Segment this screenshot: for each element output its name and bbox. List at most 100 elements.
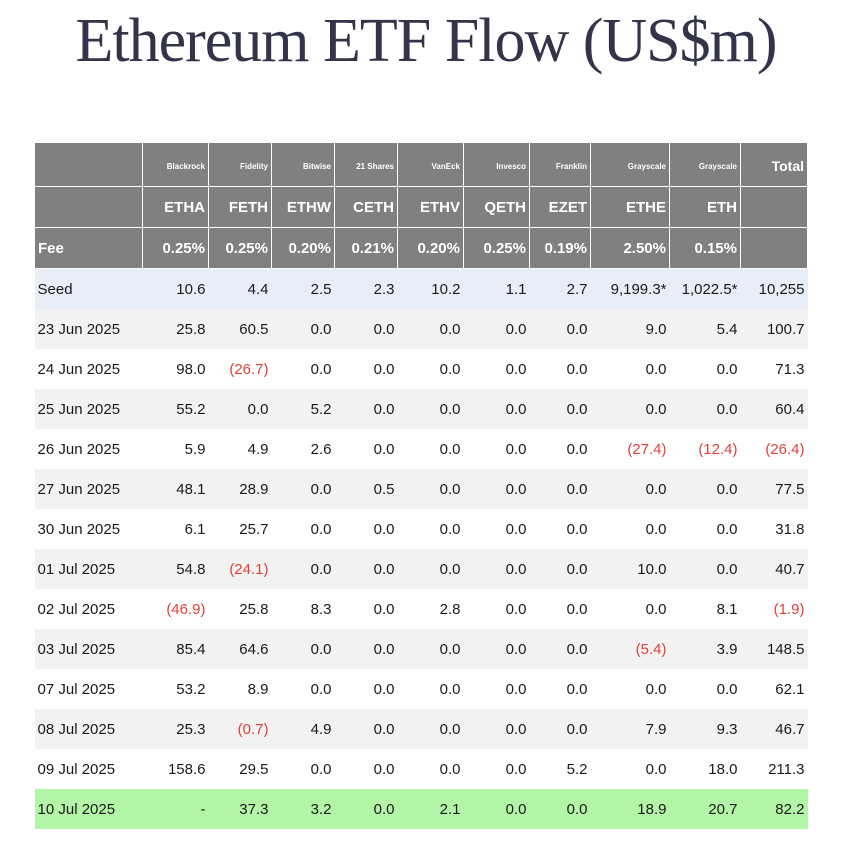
flow-cell: 0.0 [271, 549, 335, 589]
issuer-header: Blackrock [142, 142, 209, 187]
flow-cell: 0.0 [669, 669, 741, 709]
flow-cell: 6.1 [142, 509, 209, 549]
flow-cell: 0.0 [397, 709, 464, 749]
total-header: Total [740, 142, 808, 187]
flow-cell: 0.0 [669, 549, 741, 589]
flow-cell: 0.0 [397, 509, 464, 549]
flow-cell: 5.2 [271, 389, 335, 429]
flow-cell: 0.0 [334, 509, 398, 549]
flow-cell: 2.3 [334, 268, 398, 309]
flow-cell: 3.9 [669, 629, 741, 669]
flow-cell: 48.1 [142, 469, 209, 509]
total-cell: 40.7 [740, 549, 808, 589]
flow-cell: 0.0 [271, 469, 335, 509]
flow-cell: 3.2 [271, 789, 335, 829]
flow-cell: 1,022.5* [669, 268, 741, 309]
flow-cell: 60.5 [208, 309, 272, 349]
flow-cell: 0.0 [271, 669, 335, 709]
flow-cell: 0.0 [463, 709, 530, 749]
flow-cell: 0.0 [397, 749, 464, 789]
row-date: 27 Jun 2025 [34, 469, 143, 509]
flow-cell: 2.7 [529, 268, 591, 309]
fee-value: 0.25% [208, 227, 272, 269]
total-cell: 71.3 [740, 349, 808, 389]
table-row: 23 Jun 2025 25.8 60.5 0.0 0.0 0.0 0.0 0.0 9.0 5.4… [34, 309, 808, 349]
table-row: 07 Jul 2025 53.2 8.9 0.0 0.0 0.0 0.0 0.0 0.0 0.0 6… [34, 669, 808, 709]
ticker-header: QETH [463, 186, 530, 228]
page-title: Ethereum ETF Flow (US$m) [75, 7, 778, 75]
flow-cell: 0.0 [463, 549, 530, 589]
fee-value: 0.21% [334, 227, 398, 269]
flow-cell: 9,199.3* [590, 268, 670, 309]
flow-cell: 0.0 [463, 469, 530, 509]
flow-cell: 0.0 [463, 509, 530, 549]
ticker-header: ETHV [397, 186, 464, 228]
fee-value: 0.25% [142, 227, 209, 269]
flow-cell: 7.9 [590, 709, 670, 749]
flow-cell: 9.0 [590, 309, 670, 349]
flow-cell: (12.4) [669, 429, 741, 469]
ticker-header: CETH [334, 186, 398, 228]
flow-cell: 18.0 [669, 749, 741, 789]
row-date: 23 Jun 2025 [34, 309, 143, 349]
flow-cell: 2.8 [397, 589, 464, 629]
flow-cell: 0.0 [271, 629, 335, 669]
total-cell: 77.5 [740, 469, 808, 509]
flow-cell: 0.0 [334, 389, 398, 429]
flow-cell: 28.9 [208, 469, 272, 509]
flow-cell: 37.3 [208, 789, 272, 829]
total-cell: 148.5 [740, 629, 808, 669]
issuer-header-row: Blackrock Fidelity Bitwise 21 Shares Van… [34, 142, 808, 187]
row-date: 01 Jul 2025 [34, 549, 143, 589]
table-row: 10 Jul 2025-37.3 3.2 0.0 2.1 0.0 0.0 18.9 20.7 8… [34, 789, 808, 829]
fee-label: Fee [34, 227, 143, 269]
flow-cell: 0.0 [529, 709, 591, 749]
flow-cell: 20.7 [669, 789, 741, 829]
flow-cell: 158.6 [142, 749, 209, 789]
etf-flow-table: Blackrock Fidelity Bitwise 21 Shares Van… [34, 142, 808, 829]
flow-cell: 0.0 [271, 309, 335, 349]
table-row: 09 Jul 2025 158.6 29.5 0.0 0.0 0.0 0.0 5.2 0.0 18… [34, 749, 808, 789]
ticker-header-row: ETHA FETH ETHW CETH ETHV QETH EZET ETHE … [34, 186, 808, 228]
ticker-header: EZET [529, 186, 591, 228]
ticker-header: FETH [208, 186, 272, 228]
flow-cell: 0.0 [669, 349, 741, 389]
flow-cell: 0.0 [334, 669, 398, 709]
total-cell: 82.2 [740, 789, 808, 829]
total-cell: 100.7 [740, 309, 808, 349]
flow-cell: 2.5 [271, 268, 335, 309]
flow-cell: 10.6 [142, 268, 209, 309]
flow-cell: 0.0 [590, 589, 670, 629]
flow-cell: 0.0 [397, 629, 464, 669]
flow-cell: 0.0 [529, 509, 591, 549]
flow-cell: (5.4) [590, 629, 670, 669]
flow-cell: 0.0 [529, 429, 591, 469]
issuer-header: Bitwise [271, 142, 335, 187]
flow-cell: 2.1 [397, 789, 464, 829]
row-date: 09 Jul 2025 [34, 749, 143, 789]
flow-cell: 0.0 [669, 469, 741, 509]
header-blank [740, 186, 808, 228]
flow-cell: 8.1 [669, 589, 741, 629]
flow-cell: (27.4) [590, 429, 670, 469]
flow-cell: 0.0 [334, 589, 398, 629]
flow-cell: 85.4 [142, 629, 209, 669]
issuer-header: Franklin [529, 142, 591, 187]
ticker-header: ETHA [142, 186, 209, 228]
fee-value: 2.50% [590, 227, 670, 269]
fee-value: 0.15% [669, 227, 741, 269]
flow-cell: 0.0 [397, 429, 464, 469]
row-date: Seed [34, 268, 143, 309]
flow-cell: 4.4 [208, 268, 272, 309]
flow-cell: 10.0 [590, 549, 670, 589]
row-date: 30 Jun 2025 [34, 509, 143, 549]
flow-cell: 0.0 [334, 309, 398, 349]
header-corner [34, 142, 143, 187]
flow-cell: 0.0 [590, 509, 670, 549]
flow-cell: 0.0 [590, 349, 670, 389]
flow-cell: 0.0 [334, 349, 398, 389]
flow-cell: 0.0 [529, 349, 591, 389]
flow-cell: 29.5 [208, 749, 272, 789]
issuer-header: 21 Shares [334, 142, 398, 187]
flow-cell: 5.2 [529, 749, 591, 789]
